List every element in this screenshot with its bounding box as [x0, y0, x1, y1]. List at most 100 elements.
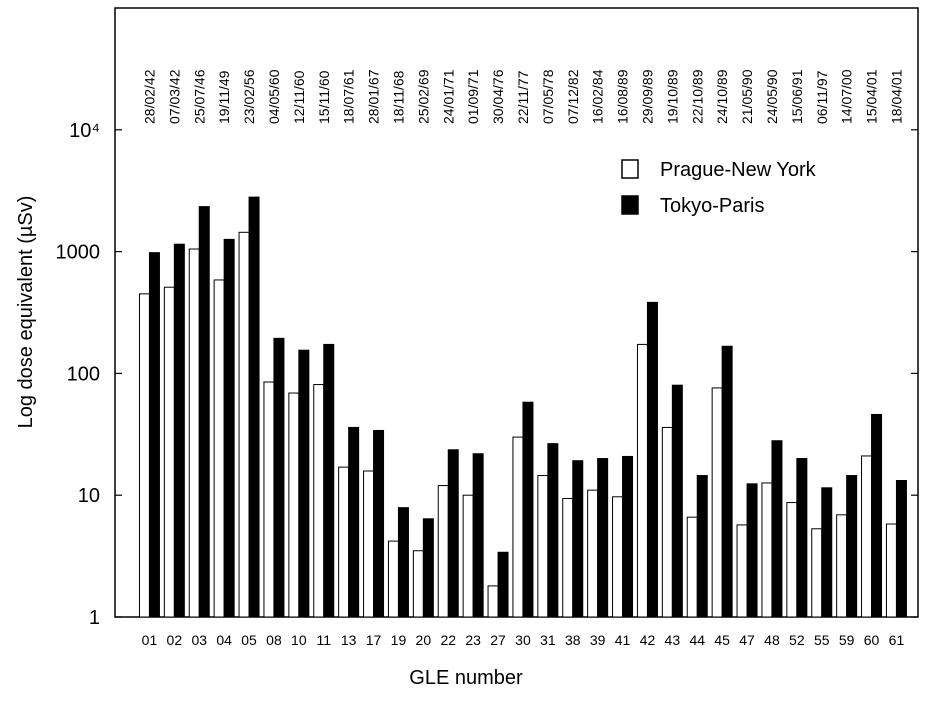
date-label: 28/01/67	[366, 69, 382, 124]
bar	[821, 487, 833, 618]
bar	[761, 482, 773, 618]
date-label: 07/05/78	[540, 69, 556, 124]
bar	[736, 524, 748, 618]
bar	[895, 480, 907, 618]
bar	[487, 585, 499, 618]
bar	[338, 466, 350, 618]
bar	[437, 485, 449, 618]
date-label: 28/02/42	[141, 69, 157, 124]
bar	[522, 401, 534, 618]
x-tick-label: 19	[391, 632, 407, 648]
bar	[661, 426, 673, 618]
bar	[397, 507, 409, 618]
bar	[223, 238, 235, 618]
bar	[885, 523, 897, 618]
bar	[587, 489, 599, 618]
date-label: 24/10/89	[714, 69, 730, 124]
bar	[572, 460, 584, 618]
bar	[148, 252, 160, 618]
x-tick-label: 05	[241, 632, 257, 648]
x-tick-label: 45	[714, 632, 730, 648]
date-label: 22/11/77	[515, 70, 531, 124]
x-axis-label: GLE number	[409, 667, 523, 689]
date-label: 22/10/89	[689, 69, 705, 124]
bar	[248, 196, 260, 618]
bar	[597, 458, 609, 618]
date-label: 24/01/71	[440, 69, 456, 124]
date-label: 07/03/42	[166, 69, 182, 124]
date-label: 16/02/84	[590, 69, 606, 124]
bar	[746, 483, 758, 618]
date-label: 25/07/46	[191, 69, 207, 124]
date-label: 12/11/60	[291, 70, 307, 124]
date-label: 19/11/49	[216, 70, 232, 124]
x-tick-label: 41	[615, 632, 631, 648]
bar	[537, 475, 549, 618]
bar	[323, 343, 335, 618]
date-label: 18/07/61	[341, 69, 357, 124]
bar	[422, 518, 434, 618]
bar	[138, 293, 150, 618]
date-label: 04/05/60	[266, 69, 282, 124]
bar	[622, 455, 634, 618]
x-tick-label: 61	[889, 632, 905, 648]
bar	[238, 231, 250, 618]
x-tick-label: 02	[167, 632, 183, 648]
date-label: 15/06/91	[789, 69, 805, 124]
bar	[612, 496, 624, 618]
x-tick-label: 01	[142, 632, 158, 648]
y-tick-label: 1000	[56, 242, 101, 264]
x-tick-label: 47	[739, 632, 755, 648]
x-tick-label: 48	[764, 632, 780, 648]
date-label: 06/11/97	[814, 70, 830, 124]
bar	[288, 392, 300, 618]
bar	[188, 248, 200, 618]
legend-swatch	[621, 195, 639, 215]
x-tick-label: 43	[665, 632, 681, 648]
bar	[497, 551, 509, 618]
bar	[547, 443, 559, 618]
bar	[646, 301, 658, 618]
y-tick-label: 10⁴	[69, 120, 100, 142]
bar	[771, 440, 783, 618]
bar	[671, 384, 683, 618]
bar	[721, 345, 733, 618]
bar	[796, 458, 808, 618]
date-label: 30/04/76	[490, 69, 506, 124]
x-tick-label: 30	[515, 632, 531, 648]
x-tick-label: 52	[789, 632, 805, 648]
date-label: 16/08/89	[615, 69, 631, 124]
bar	[512, 436, 524, 618]
date-label: 25/02/69	[415, 69, 431, 124]
bar	[447, 449, 459, 618]
date-label: 21/05/90	[739, 69, 755, 124]
date-label: 15/11/60	[316, 70, 332, 124]
x-tick-label: 60	[864, 632, 880, 648]
date-label: 18/04/01	[888, 69, 904, 124]
bar	[472, 453, 484, 618]
bar	[786, 502, 798, 618]
x-tick-label: 59	[839, 632, 855, 648]
x-tick-label: 27	[490, 632, 506, 648]
bar	[686, 516, 698, 618]
x-tick-label: 38	[565, 632, 581, 648]
y-tick-label: 100	[67, 363, 100, 385]
x-tick-label: 11	[316, 632, 331, 648]
bar	[163, 286, 175, 618]
bar	[348, 426, 360, 618]
x-tick-label: 31	[540, 632, 556, 648]
bar	[636, 343, 648, 618]
x-tick-label: 42	[640, 632, 656, 648]
bar	[871, 413, 883, 618]
date-label: 15/04/01	[864, 69, 880, 124]
x-tick-label: 39	[590, 632, 606, 648]
bar	[373, 429, 385, 618]
x-tick-label: 55	[814, 632, 830, 648]
x-tick-label: 22	[440, 632, 456, 648]
x-tick-label: 44	[689, 632, 705, 648]
x-tick-label: 03	[191, 632, 207, 648]
x-tick-label: 20	[416, 632, 432, 648]
bar	[462, 494, 474, 618]
x-tick-label: 17	[366, 632, 382, 648]
bar	[861, 455, 873, 618]
